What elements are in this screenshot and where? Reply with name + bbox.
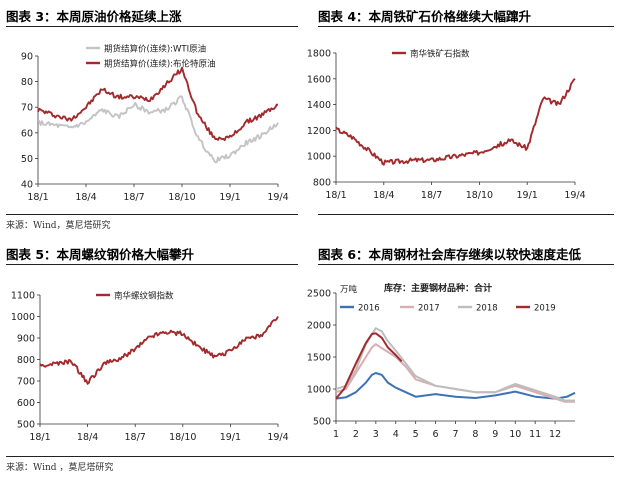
x-tick-label-p4: 5: [413, 429, 419, 440]
title-rule-right: [318, 26, 614, 27]
x-tick-label-p3: 18/7: [125, 432, 146, 443]
y-tick-label-p2: 1400: [307, 100, 331, 111]
y-tick-label-p3: 700: [17, 377, 35, 388]
series-line-p1-1: [37, 66, 279, 142]
source-rule-bottom: [6, 456, 614, 457]
x-tick-label-p1: 19/1: [219, 192, 240, 203]
y-tick-label-p2: 800: [313, 178, 331, 189]
x-tick-label-p3: 18/4: [77, 432, 98, 443]
x-tick-label-p4: 6: [433, 429, 439, 440]
chart-title-p2: 图表 4：本周铁矿石价格继续大幅蹿升: [318, 9, 532, 24]
legend-p4-2018-label: 2018: [476, 304, 498, 314]
legend-p1-brent-label: 期货结算价(连续):布伦特原油: [104, 59, 216, 70]
title-rule-left-2: [6, 264, 298, 265]
chart-title-p1: 图表 3：本周原油价格延续上涨: [6, 9, 182, 24]
series-line-p1-0: [38, 95, 279, 164]
legend-p3-rebar-label: 南华螺纹钢指数: [114, 291, 174, 302]
y-tick-label-p2: 1600: [307, 74, 331, 85]
series-line-p3-0: [39, 316, 279, 385]
y-tick-label-p3: 1100: [11, 291, 35, 302]
y-tick-label-p4: 1000: [307, 385, 331, 396]
y-tick-label-p2: 1200: [307, 126, 331, 137]
chart-title-p4: 图表 6：本周钢材社会库存继续以较快速度走低: [318, 247, 582, 262]
x-tick-label-p3: 19/1: [220, 432, 241, 443]
x-tick-label-p4: 4: [393, 429, 399, 440]
y-tick-label-p3: 900: [17, 334, 35, 345]
x-tick-label-p4: 12: [549, 429, 561, 440]
legend-p4-2016-label: 2016: [358, 304, 380, 314]
series-line-p4-2017: [335, 343, 575, 403]
inner-title-p4: 库存：主要钢材品种：合计: [384, 282, 492, 294]
y-tick-label-p4: 2000: [307, 321, 331, 332]
x-tick-label-p1: 18/4: [75, 192, 96, 203]
title-rule-right-2: [318, 264, 614, 265]
legend-p4-2019-label: 2019: [534, 304, 556, 314]
x-tick-label-p1: 18/1: [27, 192, 48, 203]
series-line-p4-2018: [335, 327, 575, 402]
y-tick-label-p1: 60: [21, 128, 33, 139]
y-tick-label-p4: 2500: [307, 289, 331, 300]
x-tick-label-p3: 18/1: [29, 432, 50, 443]
x-tick-label-p4: 3: [373, 429, 379, 440]
x-tick-label-p2: 19/1: [517, 190, 538, 201]
x-tick-label-p4: 8: [472, 429, 478, 440]
y-tick-label-p1: 80: [21, 77, 33, 88]
source-rule-left: [6, 214, 298, 215]
x-tick-label-p4: 9: [492, 429, 498, 440]
y-tick-label-p3: 500: [17, 420, 35, 431]
y-tick-label-p1: 50: [21, 154, 33, 165]
legend-p2-iron-label: 南华铁矿石指数: [410, 49, 470, 60]
x-tick-label-p4: 2: [353, 429, 359, 440]
series-line-p4-2016: [335, 372, 576, 400]
y-tick-label-p2: 1000: [307, 152, 331, 163]
legend-p1-wti-label: 期货结算价(连续):WTI原油: [104, 44, 206, 55]
source-note-p3: 来源：Wind ，莫尼塔研究: [6, 463, 114, 473]
x-tick-label-p4: 1: [333, 429, 339, 440]
x-tick-label-p2: 18/10: [466, 190, 493, 201]
x-tick-label-p2: 19/4: [564, 190, 585, 201]
y-tick-label-p4: 500: [313, 417, 331, 428]
x-tick-label-p2: 18/4: [373, 190, 394, 201]
x-tick-label-p4: 7: [452, 429, 458, 440]
source-note-p1: 来源：Wind，莫尼塔研究: [6, 221, 111, 231]
x-tick-label-p4: 10: [509, 429, 521, 440]
title-rule-left: [6, 26, 298, 27]
x-tick-label-p1: 19/4: [267, 192, 288, 203]
x-tick-label-p1: 18/10: [168, 192, 195, 203]
x-tick-label-p1: 18/7: [123, 192, 144, 203]
y-tick-label-p4: 1500: [307, 353, 331, 364]
y-tick-label-p1: 40: [21, 180, 33, 191]
chart-title-p3: 图表 5：本周螺纹钢价格大幅攀升: [6, 247, 195, 262]
source-rule-right: [318, 214, 614, 215]
y-tick-label-p3: 1000: [11, 312, 35, 323]
y-tick-label-p2: 1800: [307, 49, 331, 60]
x-tick-label-p4: 11: [529, 429, 541, 440]
x-tick-label-p3: 19/4: [267, 432, 288, 443]
x-tick-label-p3: 18/10: [169, 432, 196, 443]
unit-label-p4: 万吨: [340, 284, 358, 295]
y-tick-label-p3: 600: [17, 398, 35, 409]
legend-p4-2017-label: 2017: [418, 304, 440, 314]
y-tick-label-p1: 70: [21, 103, 33, 114]
x-tick-label-p2: 18/1: [325, 190, 346, 201]
series-line-p2-0: [335, 78, 576, 166]
y-tick-label-p3: 800: [17, 355, 35, 366]
x-tick-label-p2: 18/7: [421, 190, 442, 201]
series-line-p4-2019: [335, 332, 403, 400]
y-tick-label-p1: 90: [21, 52, 33, 63]
